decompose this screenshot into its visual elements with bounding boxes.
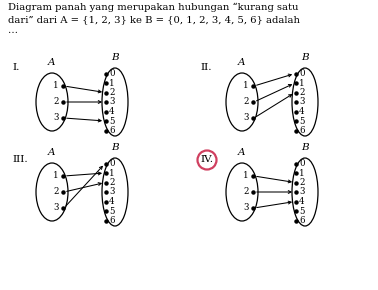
Text: 6: 6 <box>299 216 305 225</box>
Text: 0: 0 <box>299 159 305 168</box>
Text: 2: 2 <box>109 178 115 187</box>
Text: 2: 2 <box>54 97 59 106</box>
Text: B: B <box>301 143 309 152</box>
Text: 3: 3 <box>109 97 115 106</box>
Text: III.: III. <box>12 155 28 164</box>
Text: 2: 2 <box>299 178 305 187</box>
Text: 2: 2 <box>109 88 115 97</box>
Text: 4: 4 <box>299 107 305 116</box>
Text: 2: 2 <box>243 188 249 197</box>
Text: I.: I. <box>12 64 19 72</box>
Text: B: B <box>111 143 119 152</box>
Text: 3: 3 <box>54 113 59 122</box>
Text: 2: 2 <box>54 188 59 197</box>
Text: 5: 5 <box>109 206 115 215</box>
Text: 0: 0 <box>109 69 115 78</box>
Text: II.: II. <box>200 64 212 72</box>
Text: 3: 3 <box>109 188 115 197</box>
Text: Diagram panah yang merupakan hubungan “kurang satu
dari” dari A = {1, 2, 3} ke B: Diagram panah yang merupakan hubungan “k… <box>8 3 300 35</box>
Text: 1: 1 <box>53 171 59 180</box>
Text: 4: 4 <box>109 197 115 206</box>
Text: A: A <box>48 58 56 67</box>
Text: 1: 1 <box>243 171 249 180</box>
Text: B: B <box>111 53 119 62</box>
Text: 6: 6 <box>109 126 115 135</box>
Text: 1: 1 <box>243 81 249 90</box>
Text: 2: 2 <box>243 97 249 106</box>
Text: 3: 3 <box>299 97 304 106</box>
Text: 4: 4 <box>299 197 305 206</box>
Text: 5: 5 <box>299 206 305 215</box>
Text: 5: 5 <box>299 117 305 126</box>
Text: 1: 1 <box>109 79 115 88</box>
Text: 3: 3 <box>244 113 249 122</box>
Text: 5: 5 <box>109 117 115 126</box>
Text: 2: 2 <box>299 88 305 97</box>
Text: 3: 3 <box>244 204 249 213</box>
Text: B: B <box>301 53 309 62</box>
Text: 1: 1 <box>299 79 305 88</box>
Text: 1: 1 <box>109 168 115 177</box>
Text: 1: 1 <box>299 168 305 177</box>
Text: 0: 0 <box>299 69 305 78</box>
Text: 4: 4 <box>109 107 115 116</box>
Text: A: A <box>238 148 246 157</box>
Text: 6: 6 <box>109 216 115 225</box>
Text: IV.: IV. <box>200 155 213 164</box>
Text: A: A <box>238 58 246 67</box>
Text: A: A <box>48 148 56 157</box>
Text: 6: 6 <box>299 126 305 135</box>
Text: 0: 0 <box>109 159 115 168</box>
Text: 1: 1 <box>53 81 59 90</box>
Text: 3: 3 <box>299 188 304 197</box>
Text: 3: 3 <box>54 204 59 213</box>
